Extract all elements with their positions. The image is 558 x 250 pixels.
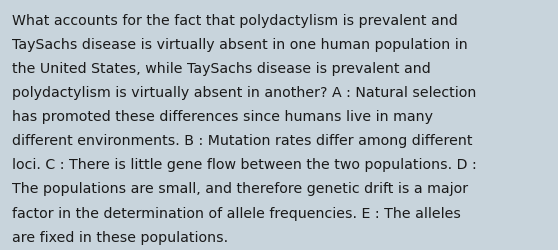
- Text: factor in the determination of allele frequencies. E : The alleles: factor in the determination of allele fr…: [12, 206, 461, 220]
- Text: TaySachs disease is virtually absent in one human population in: TaySachs disease is virtually absent in …: [12, 38, 468, 52]
- Text: the United States, while TaySachs disease is prevalent and: the United States, while TaySachs diseas…: [12, 62, 431, 76]
- Text: The populations are small, and therefore genetic drift is a major: The populations are small, and therefore…: [12, 182, 468, 196]
- Text: loci. C : There is little gene flow between the two populations. D :: loci. C : There is little gene flow betw…: [12, 158, 477, 172]
- Text: polydactylism is virtually absent in another? A : Natural selection: polydactylism is virtually absent in ano…: [12, 86, 477, 100]
- Text: different environments. B : Mutation rates differ among different: different environments. B : Mutation rat…: [12, 134, 473, 148]
- Text: has promoted these differences since humans live in many: has promoted these differences since hum…: [12, 110, 433, 124]
- Text: are fixed in these populations.: are fixed in these populations.: [12, 230, 228, 244]
- Text: What accounts for the fact that polydactylism is prevalent and: What accounts for the fact that polydact…: [12, 14, 458, 28]
